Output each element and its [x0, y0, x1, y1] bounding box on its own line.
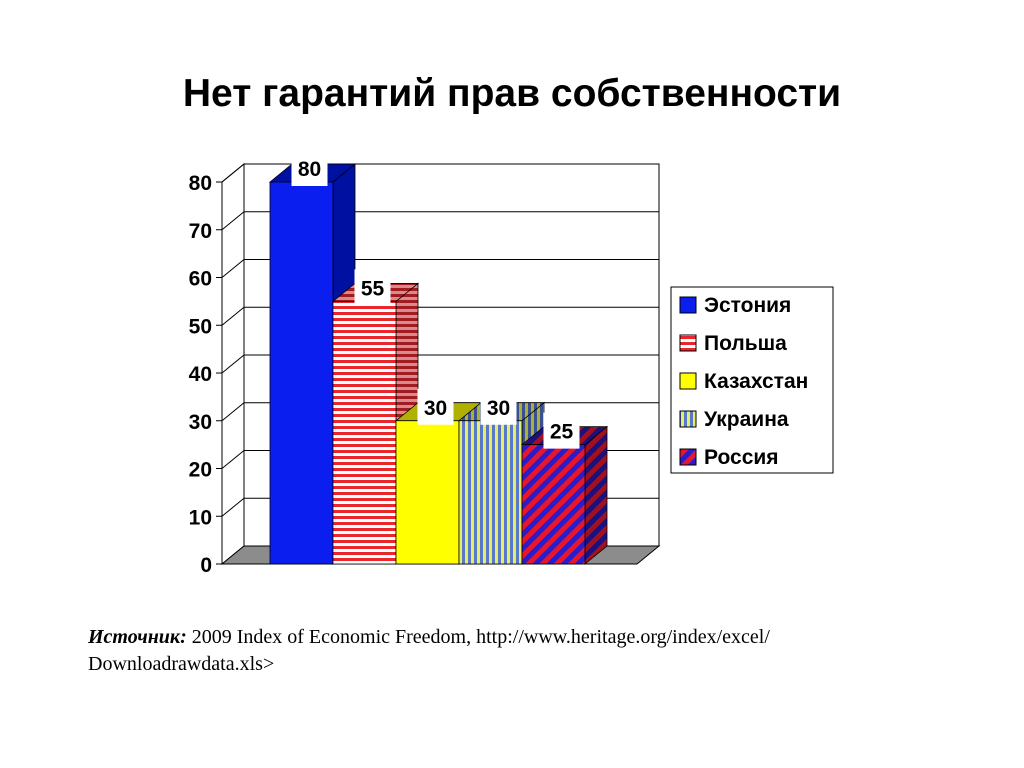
y-tick-label: 80 — [189, 172, 212, 195]
legend-swatch — [679, 410, 697, 428]
source-note: Источник: 2009 Index of Economic Freedom… — [88, 624, 968, 678]
legend-swatch — [679, 334, 697, 352]
y-tick-label: 60 — [189, 268, 212, 291]
bar-front — [395, 420, 460, 565]
gridline-side — [221, 211, 245, 231]
data-label-text: 30 — [487, 397, 510, 420]
gridline-side — [221, 163, 245, 183]
data-label-box — [480, 388, 517, 425]
legend-label: Казахстан — [704, 370, 808, 393]
gridline-side — [221, 259, 245, 278]
bar-front — [269, 181, 334, 565]
bar-front — [332, 300, 397, 565]
y-tick-label: 50 — [189, 315, 212, 338]
legend-label: Польша — [704, 332, 787, 355]
bar-front — [521, 444, 586, 565]
page-title: Нет гарантий прав собственности — [182, 72, 842, 115]
gridline-side — [221, 306, 245, 326]
data-label-text: 30 — [424, 397, 447, 420]
legend-label: Украина — [704, 408, 789, 431]
legend-box — [670, 286, 834, 474]
y-tick-label: 40 — [189, 363, 212, 386]
source-label: Источник: — [88, 626, 187, 648]
legend-swatch — [679, 448, 697, 466]
data-label-text: 55 — [361, 277, 385, 300]
data-label-text: 25 — [550, 421, 574, 444]
y-tick-label: 0 — [200, 554, 212, 577]
legend-label: Эстония — [704, 294, 791, 317]
data-label-1: 80 — [291, 150, 328, 186]
source-text-line1: 2009 Index of Economic Freedom, http://w… — [186, 626, 770, 648]
gridline-side — [221, 402, 245, 422]
bar-chart: 0 10 20 30 40 50 60 70 80 80 55 30 30 25 Эстония Поль… — [188, 150, 834, 577]
gridline-side — [221, 354, 245, 374]
legend-item-2: Польша — [679, 332, 787, 355]
data-label-5: 25 — [543, 412, 580, 449]
bar-side — [584, 425, 608, 565]
legend-item-3: Казахстан — [679, 370, 808, 393]
y-tick-label: 30 — [189, 411, 212, 434]
data-label-box — [417, 388, 454, 425]
y-tick-label: 20 — [189, 459, 212, 482]
data-label-box — [543, 412, 580, 449]
gridline-side — [221, 497, 245, 517]
legend-item-1: Эстония — [679, 294, 791, 317]
data-label-box — [291, 150, 328, 186]
y-tick-label: 10 — [189, 506, 212, 529]
legend-item-5: Россия — [679, 446, 779, 469]
gridline-side — [221, 450, 245, 469]
bar-front — [458, 420, 523, 565]
data-label-text: 80 — [298, 158, 321, 181]
legend-swatch — [679, 296, 697, 314]
legend-swatch — [679, 372, 697, 390]
data-label-4: 30 — [480, 388, 517, 425]
legend-item-4: Украина — [679, 408, 789, 431]
data-label-2: 55 — [354, 269, 391, 306]
y-tick-label: 70 — [189, 220, 212, 243]
legend-label: Россия — [704, 446, 779, 469]
data-label-box — [354, 269, 391, 306]
source-text-line2: Downloadrawdata.xls> — [88, 653, 275, 675]
data-label-3: 30 — [417, 388, 454, 425]
